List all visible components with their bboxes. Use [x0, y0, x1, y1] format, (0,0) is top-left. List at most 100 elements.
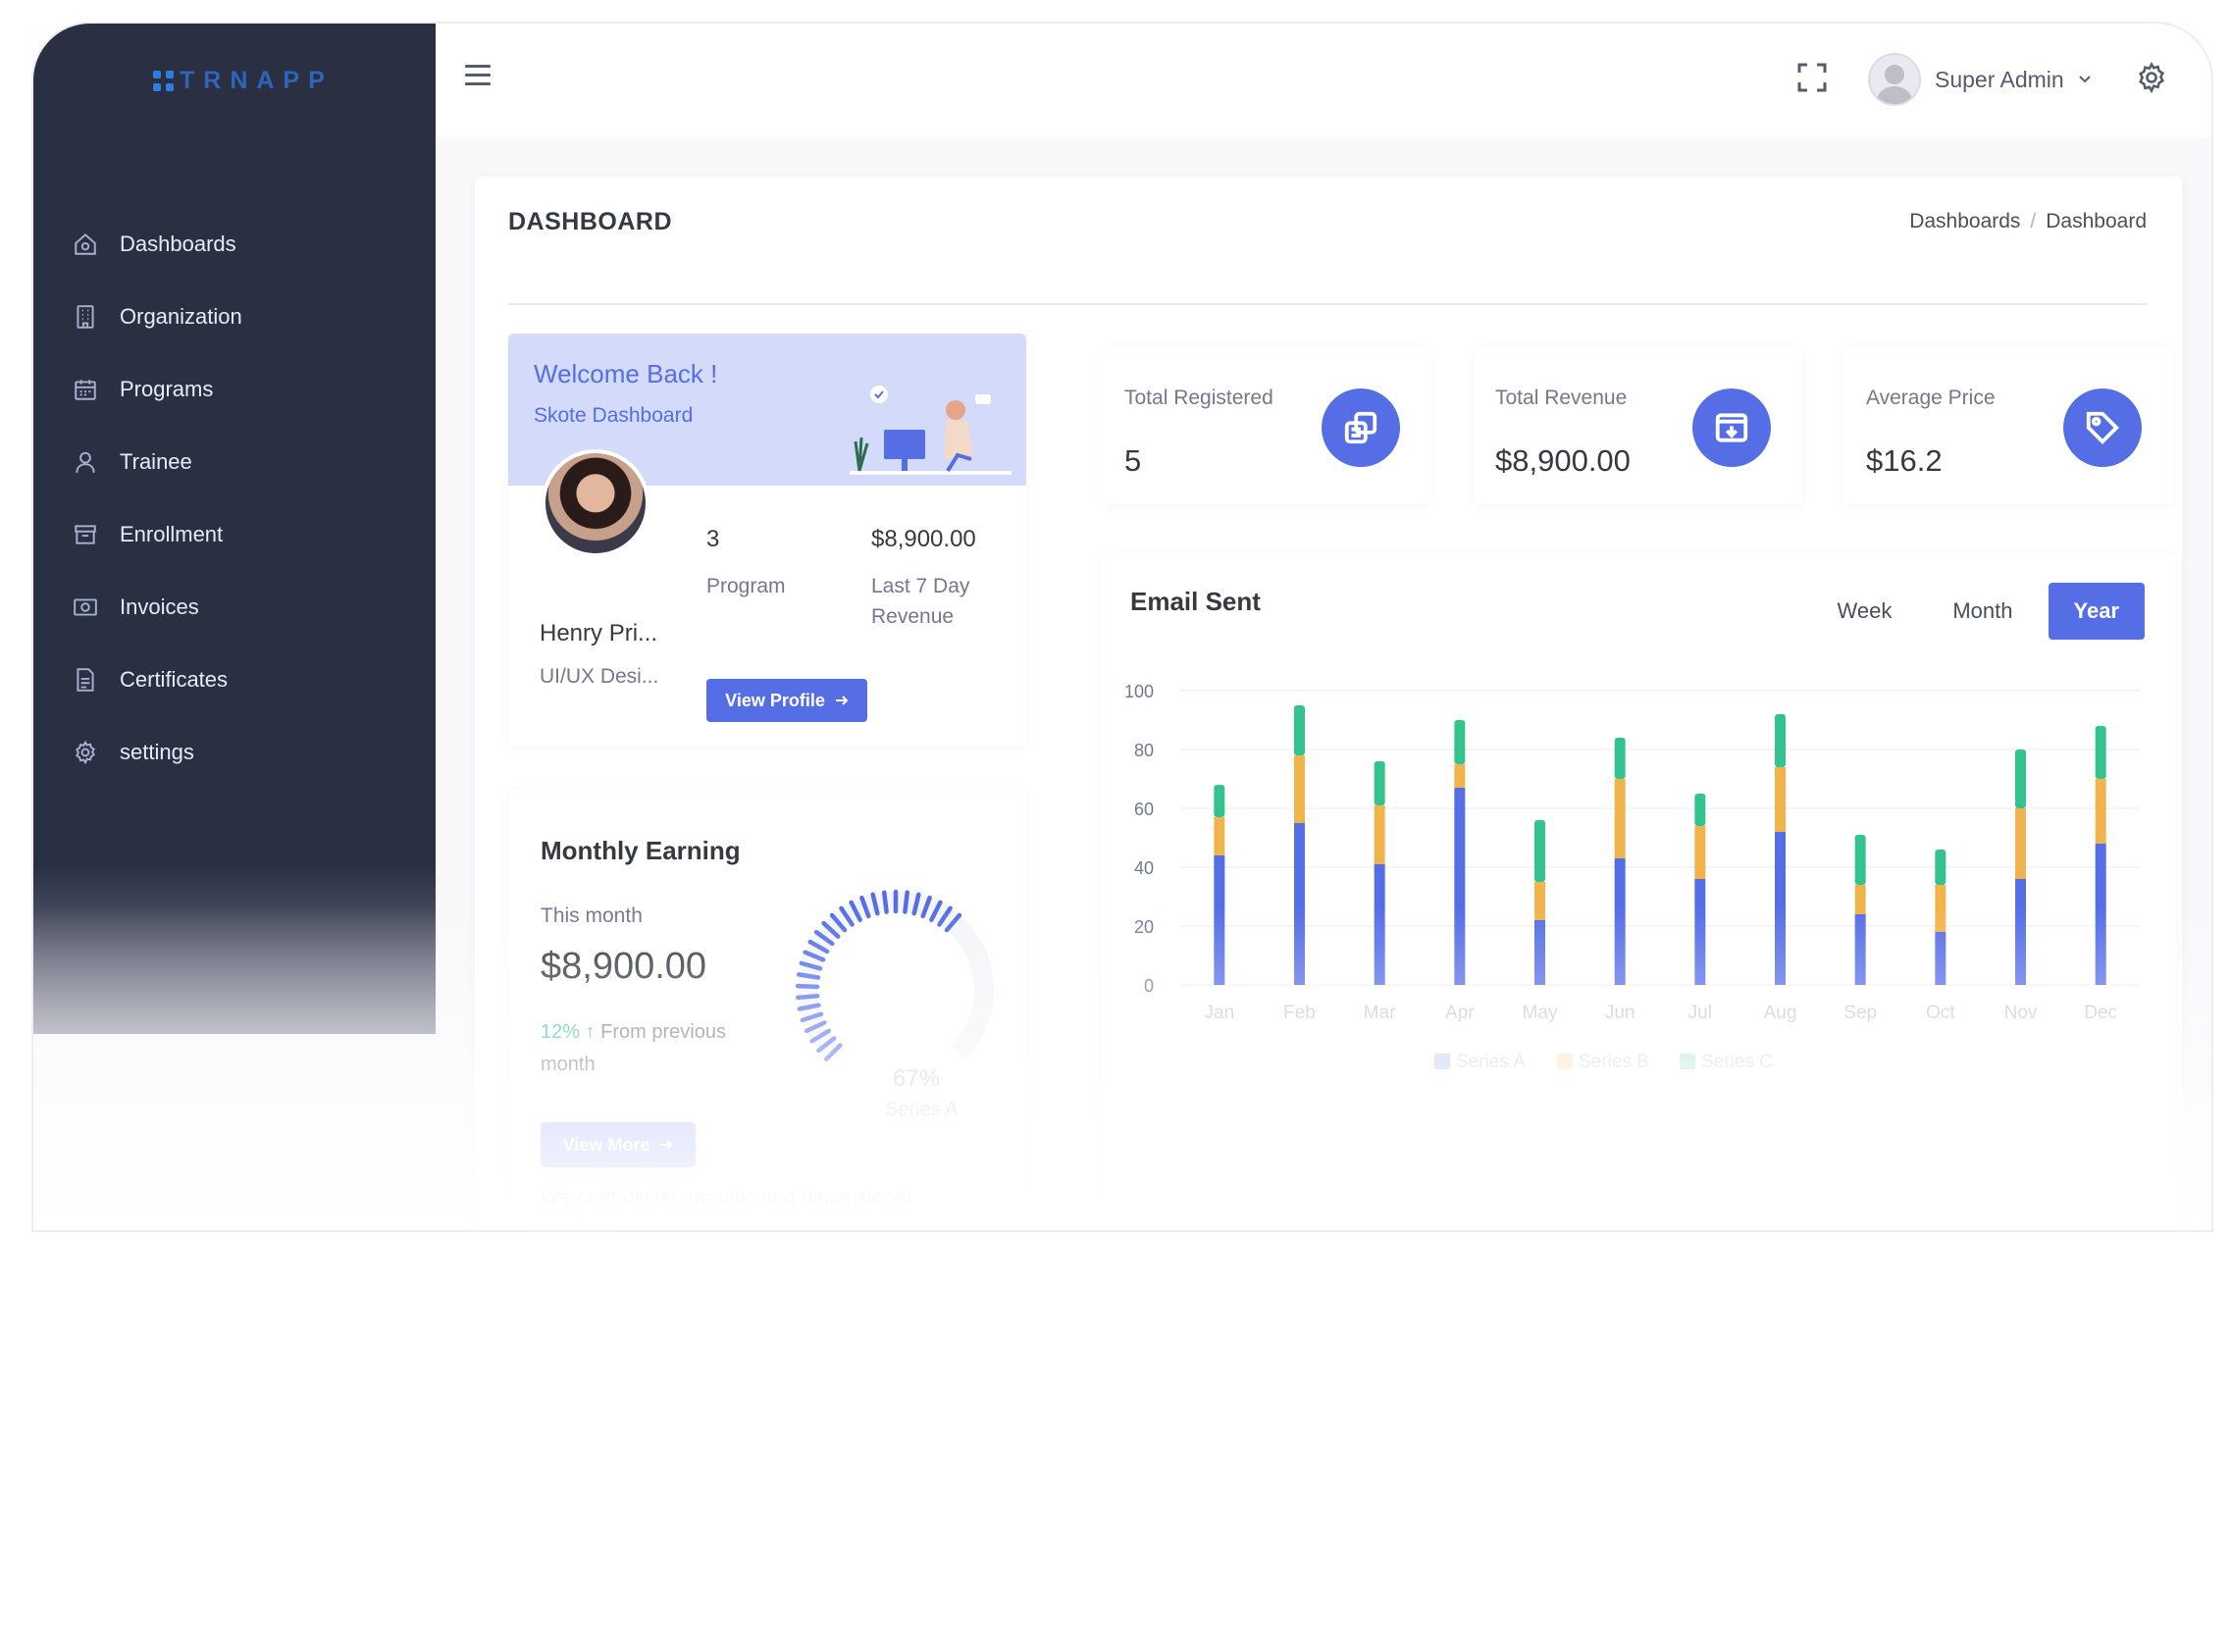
sidebar-menu: Dashboards Organization Programs Trainee…	[71, 208, 242, 789]
welcome-card: Welcome Back ! Skote Dashboard Henry Pri…	[508, 334, 1026, 746]
fullscreen-icon[interactable]	[1797, 63, 1827, 92]
bar-segment-series-a[interactable]	[1294, 823, 1305, 985]
y-tick-label: 0	[1144, 976, 1154, 996]
bar-segment-series-c[interactable]	[1294, 705, 1305, 755]
bar-segment-series-b[interactable]	[1374, 805, 1385, 864]
view-profile-button[interactable]: View Profile	[706, 679, 867, 722]
stat-card-total-revenue: Total Revenue $8,900.00	[1474, 347, 1802, 504]
monthly-earning-title: Monthly Earning	[541, 836, 741, 865]
tab-year[interactable]: Year	[2048, 583, 2145, 640]
bar-segment-series-c[interactable]	[1534, 820, 1545, 882]
gauge-tick	[796, 994, 820, 1001]
legend-swatch	[1680, 1054, 1695, 1069]
sidebar-item-trainee[interactable]: Trainee	[71, 426, 242, 498]
bar-segment-series-c[interactable]	[1694, 794, 1706, 826]
bar-segment-series-a[interactable]	[1935, 932, 1947, 985]
bar-segment-series-c[interactable]	[2015, 749, 2026, 808]
bar-segment-series-b[interactable]	[1534, 882, 1545, 920]
bar-segment-series-c[interactable]	[1374, 761, 1385, 805]
bar-segment-series-b[interactable]	[2015, 808, 2026, 879]
stat-label: Total Registered	[1124, 387, 1273, 409]
y-tick-label: 100	[1124, 682, 1154, 701]
bar-segment-series-b[interactable]	[1854, 885, 1866, 914]
bar-segment-series-b[interactable]	[1454, 764, 1466, 788]
bar-segment-series-b[interactable]	[2095, 779, 2106, 844]
sidebar-item-dashboards[interactable]: Dashboards	[71, 208, 242, 281]
bar-segment-series-a[interactable]	[1775, 832, 1786, 985]
bar-segment-series-c[interactable]	[1775, 714, 1786, 767]
x-tick-label: Jan	[1205, 1003, 1235, 1023]
bar-segment-series-a[interactable]	[1534, 920, 1545, 985]
bar-segment-series-c[interactable]	[1935, 850, 1947, 885]
view-profile-label: View Profile	[725, 690, 825, 710]
price-tag-icon	[2063, 388, 2142, 467]
breadcrumb-current: Dashboard	[2046, 210, 2147, 232]
bar-segment-series-a[interactable]	[2095, 844, 2106, 985]
gauge-tick	[903, 890, 910, 914]
calendar-icon	[71, 375, 100, 404]
bar-segment-series-a[interactable]	[1854, 914, 1866, 985]
legend-label[interactable]: Series B	[1579, 1052, 1649, 1072]
bar-segment-series-b[interactable]	[1614, 779, 1626, 858]
legend-label[interactable]: Series A	[1456, 1052, 1526, 1072]
x-tick-label: Sep	[1843, 1003, 1877, 1023]
bar-segment-series-a[interactable]	[2015, 879, 2026, 985]
tab-month[interactable]: Month	[1952, 598, 2013, 623]
sidebar-item-invoices[interactable]: Invoices	[71, 571, 242, 644]
sidebar-item-organization[interactable]: Organization	[71, 281, 242, 353]
programs-label: Program	[706, 575, 786, 597]
email-sent-title: Email Sent	[1130, 587, 1261, 616]
sidebar-item-certificates[interactable]: Certificates	[71, 644, 242, 716]
bar-segment-series-b[interactable]	[1214, 817, 1225, 855]
bar-segment-series-c[interactable]	[1454, 720, 1466, 764]
breadcrumb-separator: /	[2030, 210, 2037, 232]
bar-segment-series-c[interactable]	[2095, 726, 2106, 779]
bar-segment-series-a[interactable]	[1214, 855, 1225, 985]
tab-week[interactable]: Week	[1837, 598, 1893, 623]
stat-value: 5	[1124, 443, 1142, 478]
x-tick-label: Aug	[1764, 1003, 1797, 1023]
y-tick-label: 40	[1134, 858, 1154, 878]
sidebar-item-label: settings	[120, 740, 194, 764]
copy-icon	[1322, 388, 1400, 467]
bar-segment-series-a[interactable]	[1694, 879, 1706, 985]
breadcrumb: Dashboards / Dashboard	[1909, 210, 2147, 233]
user-dropdown[interactable]: Super Admin	[1868, 53, 2092, 106]
breadcrumb-link[interactable]: Dashboards	[1909, 210, 2021, 232]
bar-segment-series-c[interactable]	[1614, 738, 1626, 779]
logo[interactable]: TRNAPP	[153, 67, 334, 95]
hamburger-menu-icon[interactable]	[465, 65, 491, 91]
bar-segment-series-c[interactable]	[1214, 785, 1225, 817]
sidebar-item-label: Programs	[120, 377, 214, 401]
gauge-tick	[796, 972, 821, 980]
bar-segment-series-a[interactable]	[1614, 858, 1626, 985]
bar-segment-series-b[interactable]	[1935, 885, 1947, 932]
legend-swatch	[1434, 1054, 1450, 1069]
sidebar-item-label: Certificates	[120, 667, 229, 692]
welcome-title: Welcome Back !	[534, 359, 718, 388]
bar-segment-series-b[interactable]	[1294, 755, 1305, 823]
stat-label: Average Price	[1866, 387, 1996, 409]
archive-icon	[71, 520, 100, 549]
x-tick-label: Oct	[1926, 1003, 1955, 1023]
bar-segment-series-a[interactable]	[1374, 864, 1385, 985]
x-tick-label: Dec	[2084, 1003, 2117, 1023]
sidebar-item-label: Dashboards	[120, 232, 236, 256]
receipt-icon	[71, 593, 100, 622]
view-more-button[interactable]: View More	[541, 1122, 696, 1167]
sidebar-item-programs[interactable]: Programs	[71, 353, 242, 426]
sidebar-item-settings[interactable]: settings	[71, 716, 242, 789]
sidebar-item-enrollment[interactable]: Enrollment	[71, 498, 242, 571]
sidebar-item-label: Organization	[120, 304, 242, 329]
archive-download-icon	[1692, 388, 1771, 467]
page-title: DASHBOARD	[508, 208, 672, 235]
bar-segment-series-a[interactable]	[1454, 788, 1466, 985]
user-icon	[71, 447, 100, 477]
bar-segment-series-c[interactable]	[1854, 835, 1866, 885]
settings-gear-icon[interactable]	[2135, 61, 2168, 94]
chart-period-tabs: Week Month Year	[1812, 583, 2145, 640]
x-tick-label: Feb	[1283, 1003, 1316, 1023]
bar-segment-series-b[interactable]	[1694, 826, 1706, 879]
legend-label[interactable]: Series C	[1701, 1052, 1773, 1072]
bar-segment-series-b[interactable]	[1775, 767, 1786, 832]
